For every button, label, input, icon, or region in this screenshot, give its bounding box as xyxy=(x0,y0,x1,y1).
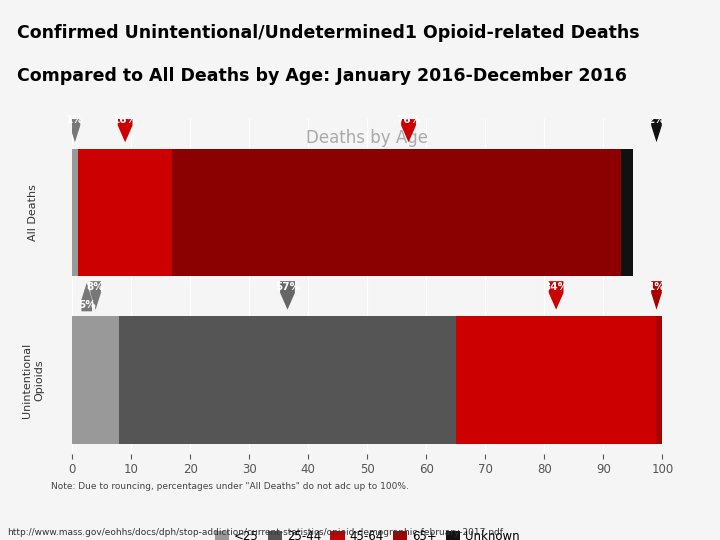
Bar xyxy=(78,149,172,276)
Polygon shape xyxy=(118,114,132,142)
Bar xyxy=(72,316,120,443)
Text: Note: Due to rouncing, percentages under "All Deaths" do not adc up to 100%.: Note: Due to rouncing, percentages under… xyxy=(51,482,410,491)
Polygon shape xyxy=(81,283,92,311)
Polygon shape xyxy=(401,114,416,142)
Polygon shape xyxy=(651,281,662,309)
Legend: <25, 25-44, 45-64, 65+, Unknown: <25, 25-44, 45-64, 65+, Unknown xyxy=(210,526,524,540)
Text: http://www.mass.gov/eohhs/docs/dph/stop-addiction/current-statistics/opioid-demo: http://www.mass.gov/eohhs/docs/dph/stop-… xyxy=(7,528,503,537)
Text: 5%: 5% xyxy=(78,300,96,310)
Text: 1%: 1% xyxy=(647,282,665,292)
Text: Deaths by Age: Deaths by Age xyxy=(306,129,428,147)
Text: 2%: 2% xyxy=(647,114,665,125)
Text: 16%: 16% xyxy=(112,114,138,125)
Text: Compared to All Deaths by Age: January 2016-December 2016: Compared to All Deaths by Age: January 2… xyxy=(17,67,626,85)
Text: 1%: 1% xyxy=(66,114,84,125)
Bar xyxy=(456,316,657,443)
Bar xyxy=(72,149,78,276)
Bar xyxy=(172,149,621,276)
Bar xyxy=(657,316,662,443)
Polygon shape xyxy=(280,281,295,309)
Text: 8%: 8% xyxy=(86,282,104,292)
Polygon shape xyxy=(90,281,101,309)
Text: 76%: 76% xyxy=(396,114,421,125)
Bar xyxy=(120,316,456,443)
Text: Confirmed Unintentional/Undetermined1 Opioid-related Deaths: Confirmed Unintentional/Undetermined1 Op… xyxy=(17,24,639,42)
Polygon shape xyxy=(651,114,662,142)
Text: 57%: 57% xyxy=(275,282,300,292)
Bar xyxy=(621,149,633,276)
Polygon shape xyxy=(70,114,80,142)
Polygon shape xyxy=(549,281,564,309)
Text: 34%: 34% xyxy=(544,282,569,292)
